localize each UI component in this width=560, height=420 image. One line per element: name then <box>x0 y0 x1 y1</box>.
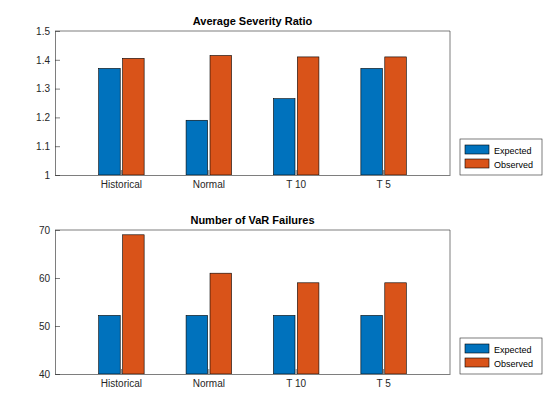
bar <box>273 99 295 175</box>
bar <box>186 120 208 175</box>
bars <box>99 235 407 374</box>
y-tick: 1.4 <box>36 55 60 66</box>
y-tick-label: 50 <box>39 321 51 332</box>
x-tick: Normal <box>193 369 225 389</box>
y-tick-mark <box>55 230 60 231</box>
bar <box>385 57 407 175</box>
x-tick-label: T 5 <box>376 378 391 389</box>
x-tick: T 10 <box>286 369 306 389</box>
bar <box>99 68 121 175</box>
legend-label: Observed <box>494 160 533 170</box>
bar <box>297 283 319 374</box>
y-tick: 1.3 <box>36 83 60 94</box>
x-tick-label: T 5 <box>376 179 391 190</box>
y-tick: 1.5 <box>36 26 60 37</box>
bar <box>385 283 407 374</box>
y-tick-label: 1.2 <box>36 112 50 123</box>
legend-swatch <box>465 159 489 168</box>
y-tick: 1 <box>44 170 60 181</box>
legend: Expected Observed <box>460 139 542 175</box>
chart-title: Average Severity Ratio <box>193 15 313 27</box>
legend-label: Observed <box>494 359 533 369</box>
y-tick-mark <box>55 117 60 118</box>
x-tick: T 10 <box>286 170 306 190</box>
x-tick-mark <box>121 170 122 175</box>
bar <box>210 273 232 374</box>
bars <box>99 55 407 175</box>
x-tick-label: Normal <box>193 179 225 190</box>
bar <box>99 315 121 374</box>
legend: Expected Observed <box>460 338 542 374</box>
x-tick-label: Normal <box>193 378 225 389</box>
x-tick: Normal <box>193 170 225 190</box>
bar <box>186 315 208 374</box>
y-tick-label: 1.1 <box>36 141 50 152</box>
chart-title: Number of VaR Failures <box>190 214 314 226</box>
x-tick-mark <box>208 369 209 374</box>
x-tick-mark <box>296 170 297 175</box>
x-tick-label: Historical <box>101 378 142 389</box>
y-tick-mark <box>55 89 60 90</box>
x-tick: T 5 <box>376 369 391 389</box>
y-tick-label: 40 <box>39 369 51 380</box>
x-tick-mark <box>121 369 122 374</box>
y-tick-label: 1.3 <box>36 83 50 94</box>
bar <box>361 68 383 175</box>
x-axis: Historical Normal T 10 T 5 <box>56 170 451 190</box>
bar <box>123 58 145 175</box>
y-tick: 70 <box>39 225 60 236</box>
y-axis-line <box>55 32 56 176</box>
legend-label: Expected <box>494 146 532 156</box>
y-tick-label: 1 <box>44 170 50 181</box>
bar <box>361 315 383 374</box>
legend-swatch <box>465 145 489 154</box>
x-tick-label: T 10 <box>286 179 306 190</box>
legend-box <box>460 338 542 374</box>
y-tick-label: 60 <box>39 273 51 284</box>
x-tick-mark <box>208 170 209 175</box>
legend-label: Expected <box>494 345 532 355</box>
subplot: 1 1.1 1.2 1.3 1.4 1.5 Historical Normal T 10 T 5 A… <box>36 15 542 190</box>
y-tick-mark <box>55 278 60 279</box>
plot-frame <box>55 230 450 374</box>
x-tick: Historical <box>101 369 142 389</box>
x-tick-mark <box>383 369 384 374</box>
y-axis-line <box>55 231 56 375</box>
plot-frame <box>55 31 450 175</box>
y-tick-mark <box>55 60 60 61</box>
x-axis: Historical Normal T 10 T 5 <box>56 369 451 389</box>
bar <box>273 315 295 374</box>
y-tick-label: 70 <box>39 225 51 236</box>
y-tick-mark <box>55 326 60 327</box>
y-tick: 50 <box>39 321 60 332</box>
legend-swatch <box>465 344 489 353</box>
y-axis: 40 50 60 70 <box>39 225 60 380</box>
bar <box>210 55 232 175</box>
y-tick-label: 1.5 <box>36 26 50 37</box>
x-axis-line <box>56 175 451 176</box>
x-axis-line <box>56 374 451 375</box>
y-tick-mark <box>55 146 60 147</box>
y-axis: 1 1.1 1.2 1.3 1.4 1.5 <box>36 26 60 181</box>
x-tick-label: Historical <box>101 179 142 190</box>
x-tick-label: T 10 <box>286 378 306 389</box>
subplot: 40 50 60 70 Historical Normal T 10 T 5 Number of… <box>39 214 542 389</box>
figure: 1 1.1 1.2 1.3 1.4 1.5 Historical Normal T 10 T 5 A… <box>0 0 560 420</box>
y-tick: 1.1 <box>36 141 60 152</box>
y-tick-label: 1.4 <box>36 55 50 66</box>
plot-area <box>55 230 450 374</box>
legend-swatch <box>465 358 489 367</box>
plot-area <box>55 31 450 175</box>
x-tick-mark <box>296 369 297 374</box>
x-tick-mark <box>383 170 384 175</box>
bar <box>297 57 319 175</box>
legend-box <box>460 139 542 175</box>
x-tick: Historical <box>101 170 142 190</box>
y-tick: 1.2 <box>36 112 60 123</box>
bar <box>123 235 145 374</box>
y-tick: 60 <box>39 273 60 284</box>
y-tick-mark <box>55 31 60 32</box>
x-tick: T 5 <box>376 170 391 190</box>
